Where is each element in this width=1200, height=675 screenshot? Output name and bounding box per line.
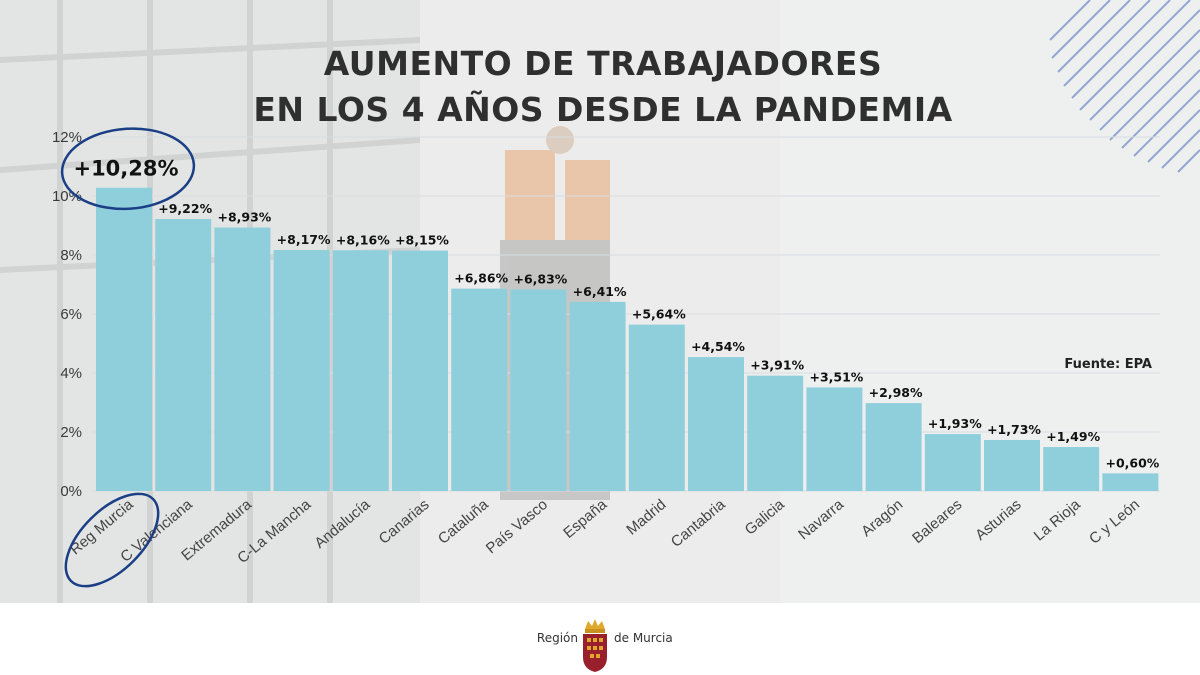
data-label: +4,54% bbox=[691, 339, 745, 354]
bar bbox=[865, 403, 922, 491]
data-label: +10,28% bbox=[73, 157, 178, 181]
chart-title-line-2: EN LOS 4 AÑOS DESDE LA PANDEMIA bbox=[253, 90, 953, 129]
x-tick-label: Navarra bbox=[795, 496, 847, 544]
bar bbox=[392, 250, 448, 491]
data-label: +6,41% bbox=[573, 284, 627, 299]
y-tick-label: 4% bbox=[60, 365, 82, 382]
x-tick-label: Cataluña bbox=[435, 496, 492, 548]
bar bbox=[1102, 473, 1159, 491]
bar bbox=[451, 288, 508, 491]
x-tick-label: Baleares bbox=[909, 496, 965, 547]
data-label: +9,22% bbox=[158, 201, 212, 216]
x-tick-label: Galicia bbox=[742, 496, 789, 539]
footer-logo-text-left: Región bbox=[536, 631, 578, 645]
data-label: +5,64% bbox=[632, 307, 686, 322]
data-label: +0,60% bbox=[1105, 455, 1159, 470]
bar bbox=[569, 301, 626, 491]
highlight-ring-value bbox=[60, 127, 196, 211]
y-tick-label: 10% bbox=[52, 188, 82, 205]
bar bbox=[1043, 447, 1100, 491]
data-label: +8,16% bbox=[336, 232, 390, 247]
x-tick-label: Madrid bbox=[623, 496, 669, 539]
bar bbox=[155, 219, 212, 491]
bar bbox=[747, 375, 804, 491]
x-tick-label: Canarias bbox=[376, 496, 433, 548]
bar-chart: +10,28% +9,22% +8,93% +8,17% +8,16% +8,15% +6,… bbox=[52, 127, 1160, 588]
data-label: +1,93% bbox=[928, 416, 982, 431]
y-tick-label: 0% bbox=[60, 483, 82, 500]
data-label: +8,15% bbox=[395, 233, 449, 248]
bar bbox=[924, 434, 981, 491]
footer-logo-text-right: de Murcia bbox=[614, 631, 673, 645]
data-label: +8,93% bbox=[217, 210, 271, 225]
x-tick-label: Asturias bbox=[972, 496, 1024, 544]
x-tick-label: Andalucía bbox=[311, 496, 374, 552]
data-label: +6,83% bbox=[513, 272, 567, 287]
chart-title-line-1: AUMENTO DE TRABAJADORES bbox=[323, 44, 883, 83]
bar bbox=[510, 289, 567, 491]
diagonal-lines-decoration bbox=[1049, 0, 1200, 173]
y-tick-label: 12% bbox=[52, 129, 82, 146]
x-tick-label: Aragón bbox=[858, 496, 906, 540]
y-tick-label: 2% bbox=[60, 424, 82, 441]
y-tick-label: 6% bbox=[60, 306, 82, 323]
footer: Región de Murcia bbox=[0, 603, 1200, 675]
bar bbox=[214, 227, 271, 491]
data-label: +1,49% bbox=[1046, 429, 1100, 444]
region-crest-icon bbox=[583, 619, 607, 672]
bar bbox=[96, 187, 152, 492]
bar bbox=[984, 439, 1040, 491]
bar bbox=[332, 250, 389, 491]
data-label: +6,86% bbox=[454, 271, 508, 286]
y-tick-label: 8% bbox=[60, 247, 82, 264]
data-label: +2,98% bbox=[869, 385, 923, 400]
x-tick-label: País Vasco bbox=[483, 496, 551, 557]
bar bbox=[688, 357, 744, 491]
highlight-ring-category bbox=[64, 492, 160, 588]
data-label: +1,73% bbox=[987, 422, 1041, 437]
x-tick-label: C y León bbox=[1086, 496, 1143, 548]
x-tick-label: España bbox=[560, 496, 610, 542]
data-label: +3,51% bbox=[809, 369, 863, 384]
source-note: Fuente: EPA bbox=[1064, 357, 1152, 372]
data-label: +3,91% bbox=[750, 358, 804, 373]
bar bbox=[806, 387, 863, 491]
x-tick-label: Cantabria bbox=[668, 496, 729, 551]
bar bbox=[628, 324, 685, 491]
data-label: +8,17% bbox=[277, 232, 331, 247]
x-tick-label: La Rioja bbox=[1031, 496, 1085, 545]
chart-canvas: +10,28% +9,22% +8,93% +8,17% +8,16% +8,15% +6,… bbox=[0, 0, 1200, 603]
bar bbox=[273, 249, 330, 491]
